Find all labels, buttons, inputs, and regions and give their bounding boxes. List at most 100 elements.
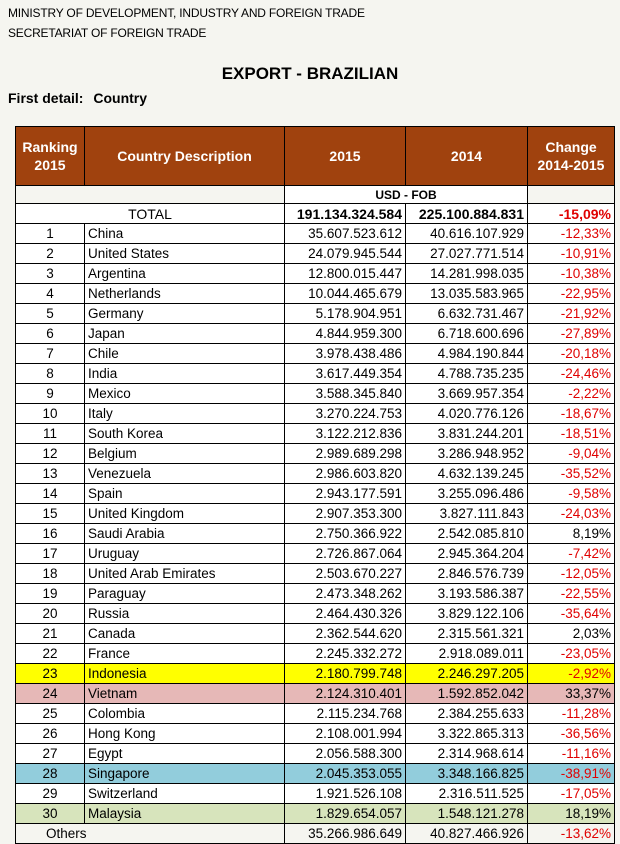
rank-cell: 20 bbox=[15, 603, 85, 624]
country-cell: Saudi Arabia bbox=[84, 523, 285, 544]
value-2014-cell: 3.322.865.313 bbox=[405, 723, 528, 744]
value-2014-cell: 3.255.096.486 bbox=[405, 483, 528, 504]
table-row: 4 Netherlands 10.044.465.679 13.035.583.965… bbox=[15, 283, 615, 304]
col-ranking-header: Ranking 2015 bbox=[15, 126, 85, 186]
table-row: 28 Singapore 2.045.353.055 3.348.166.825 -38… bbox=[15, 763, 615, 784]
change-cell: -9,58% bbox=[527, 483, 615, 504]
value-2014-cell: 1.548.121.278 bbox=[405, 803, 528, 824]
change-cell: -10,91% bbox=[527, 243, 615, 264]
change-cell: -22,55% bbox=[527, 583, 615, 604]
table-row: 22 France 2.245.332.272 2.918.089.011 -23,05… bbox=[15, 643, 615, 664]
value-2014-cell: 3.348.166.825 bbox=[405, 763, 528, 784]
table-row: 23 Indonesia 2.180.799.748 2.246.297.205 -2,… bbox=[15, 663, 615, 684]
value-2015-cell: 1.829.654.057 bbox=[284, 803, 406, 824]
table-row: 3 Argentina 12.800.015.447 14.281.998.035 -1… bbox=[15, 263, 615, 284]
value-2015-cell: 3.270.224.753 bbox=[284, 403, 406, 424]
change-cell: -18,51% bbox=[527, 423, 615, 444]
table-row: 30 Malaysia 1.829.654.057 1.548.121.278 18,1… bbox=[15, 803, 615, 824]
value-2014-cell: 3.669.957.354 bbox=[405, 383, 528, 404]
table-row: 12 Belgium 2.989.689.298 3.286.948.952 -9,04… bbox=[15, 443, 615, 464]
rank-cell: 10 bbox=[15, 403, 85, 424]
table-row: 24 Vietnam 2.124.310.401 1.592.852.042 33,37… bbox=[15, 683, 615, 704]
others-change: -13,62% bbox=[527, 823, 615, 844]
table-row: 10 Italy 3.270.224.753 4.020.776.126 -18,67% bbox=[15, 403, 615, 424]
country-cell: Singapore bbox=[84, 763, 285, 784]
rank-cell: 12 bbox=[15, 443, 85, 464]
value-2014-cell: 14.281.998.035 bbox=[405, 263, 528, 284]
value-2014-cell: 4.632.139.245 bbox=[405, 463, 528, 484]
table-row: 2 United States 24.079.945.544 27.027.771.5… bbox=[15, 243, 615, 264]
rank-cell: 16 bbox=[15, 523, 85, 544]
country-cell: United States bbox=[84, 243, 285, 264]
value-2015-cell: 5.178.904.951 bbox=[284, 303, 406, 324]
country-cell: Indonesia bbox=[84, 663, 285, 684]
rank-cell: 5 bbox=[15, 303, 85, 324]
rank-cell: 9 bbox=[15, 383, 85, 404]
others-label: Others bbox=[15, 823, 285, 844]
value-2015-cell: 2.108.001.994 bbox=[284, 723, 406, 744]
value-2015-cell: 2.726.867.064 bbox=[284, 543, 406, 564]
value-2015-cell: 2.907.353.300 bbox=[284, 503, 406, 524]
col-country-header: Country Description bbox=[84, 126, 285, 186]
rank-cell: 22 bbox=[15, 643, 85, 664]
rank-cell: 27 bbox=[15, 743, 85, 764]
country-cell: Egypt bbox=[84, 743, 285, 764]
change-cell: -10,38% bbox=[527, 263, 615, 284]
unit-spacer bbox=[15, 185, 285, 204]
rank-cell: 30 bbox=[15, 803, 85, 824]
value-2015-cell: 2.045.353.055 bbox=[284, 763, 406, 784]
table-row: 29 Switzerland 1.921.526.108 2.316.511.525-… bbox=[15, 783, 615, 804]
export-table: Ranking 2015 Country Description 2015 20… bbox=[15, 126, 615, 844]
value-2015-cell: 2.180.799.748 bbox=[284, 663, 406, 684]
change-cell: -11,28% bbox=[527, 703, 615, 724]
value-2015-cell: 2.750.366.922 bbox=[284, 523, 406, 544]
value-2015-cell: 3.122.212.836 bbox=[284, 423, 406, 444]
value-2015-cell: 4.844.959.300 bbox=[284, 323, 406, 344]
value-2015-cell: 2.503.670.227 bbox=[284, 563, 406, 584]
country-cell: United Arab Emirates bbox=[84, 563, 285, 584]
country-cell: Hong Kong bbox=[84, 723, 285, 744]
country-cell: Italy bbox=[84, 403, 285, 424]
table-row: 25 Colombia 2.115.234.768 2.384.255.633 -11,… bbox=[15, 703, 615, 724]
change-cell: -2,92% bbox=[527, 663, 615, 684]
country-cell: India bbox=[84, 363, 285, 384]
table-row: 20 Russia 2.464.430.326 3.829.122.106 -35,64… bbox=[15, 603, 615, 624]
change-header-line2: 2014-2015 bbox=[537, 157, 605, 173]
rank-cell: 6 bbox=[15, 323, 85, 344]
country-cell: South Korea bbox=[84, 423, 285, 444]
rank-cell: 26 bbox=[15, 723, 85, 744]
country-cell: Russia bbox=[84, 603, 285, 624]
ranking-header-line2: 2015 bbox=[34, 157, 66, 173]
change-cell: -12,05% bbox=[527, 563, 615, 584]
country-cell: Colombia bbox=[84, 703, 285, 724]
country-cell: Switzerland bbox=[84, 783, 285, 804]
value-2014-cell: 2.384.255.633 bbox=[405, 703, 528, 724]
value-2014-cell: 2.918.089.011 bbox=[405, 643, 528, 664]
value-2014-cell: 1.592.852.042 bbox=[405, 683, 528, 704]
table-row: 8 India 3.617.449.354 4.788.735.235 -24,46% bbox=[15, 363, 615, 384]
change-cell: 8,19% bbox=[527, 523, 615, 544]
value-2015-cell: 2.986.603.820 bbox=[284, 463, 406, 484]
total-row: TOTAL 191.134.324.584 225.100.884.831 -1… bbox=[15, 203, 615, 224]
table-row: 17 Uruguay 2.726.867.064 2.945.364.204 -7,42… bbox=[15, 543, 615, 564]
rank-cell: 2 bbox=[15, 243, 85, 264]
change-cell: -24,46% bbox=[527, 363, 615, 384]
country-cell: United Kingdom bbox=[84, 503, 285, 524]
value-2015-cell: 2.943.177.591 bbox=[284, 483, 406, 504]
table-row: 26 Hong Kong 2.108.001.994 3.322.865.313 -36… bbox=[15, 723, 615, 744]
detail-value: Country bbox=[93, 90, 148, 106]
value-2014-cell: 4.020.776.126 bbox=[405, 403, 528, 424]
value-2015-cell: 3.978.438.486 bbox=[284, 343, 406, 364]
rank-cell: 28 bbox=[15, 763, 85, 784]
change-cell: -17,05% bbox=[527, 783, 615, 804]
value-2014-cell: 3.193.586.387 bbox=[405, 583, 528, 604]
country-cell: Spain bbox=[84, 483, 285, 504]
value-2015-cell: 10.044.465.679 bbox=[284, 283, 406, 304]
value-2014-cell: 4.984.190.844 bbox=[405, 343, 528, 364]
table-row: 13 Venezuela 2.986.603.820 4.632.139.245 -35… bbox=[15, 463, 615, 484]
page-title: EXPORT - BRAZILIAN bbox=[221, 64, 399, 83]
value-2014-cell: 6.718.600.696 bbox=[405, 323, 528, 344]
table-header-row: Ranking 2015 Country Description 2015 20… bbox=[15, 126, 615, 186]
country-cell: Netherlands bbox=[84, 283, 285, 304]
country-cell: Germany bbox=[84, 303, 285, 324]
